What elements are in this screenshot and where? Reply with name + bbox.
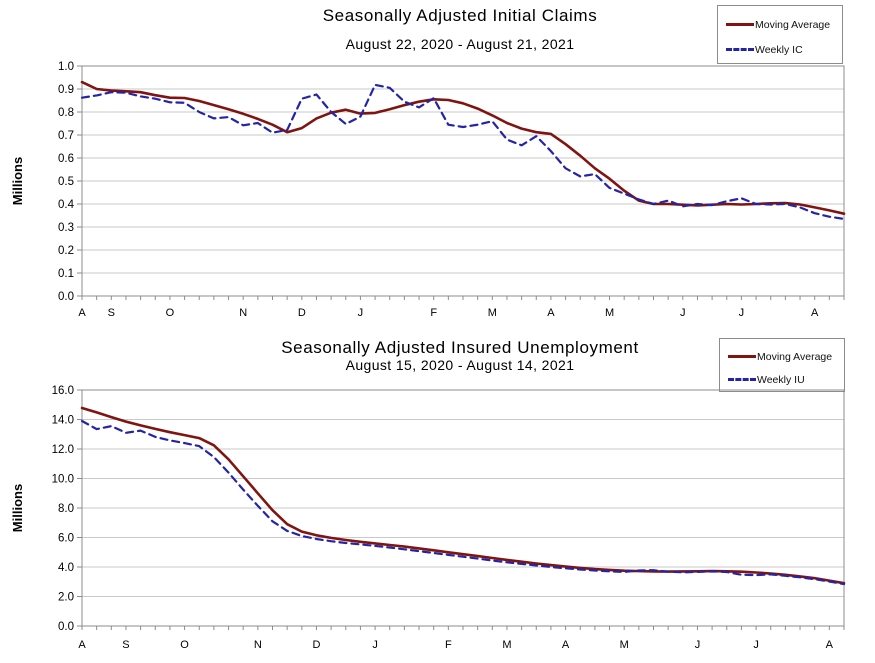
moving-average-line xyxy=(80,80,846,215)
x-axis-label: J xyxy=(695,639,701,651)
x-axis-label: O xyxy=(180,639,189,651)
y-axis-label: 0.4 xyxy=(58,199,75,211)
moving-average-line-icon xyxy=(728,355,756,358)
legend-label: Weekly IC xyxy=(755,43,803,56)
initial-claims-legend: Moving Average Weekly IC xyxy=(717,5,843,64)
x-axis-label: A xyxy=(78,307,86,319)
legend-item-moving-average: Moving Average xyxy=(728,345,844,368)
x-axis-label: M xyxy=(488,307,497,319)
x-axis-label: J xyxy=(372,639,378,651)
insured-unemployment-plot: 0.0 2.0 4.0 6.0 8.0 10.0 12.0 14.0 16.0 A S O N D J F M A… xyxy=(10,385,846,651)
y-axis-label: 0.5 xyxy=(58,176,74,188)
y-axis-label: 0.3 xyxy=(58,222,74,234)
x-axis-label: S xyxy=(122,639,129,651)
x-axis-label: F xyxy=(430,307,437,319)
y-axis-title: Millions xyxy=(10,157,25,205)
legend-item-weekly-iu: Weekly IU xyxy=(728,368,844,391)
y-axis-label: 0.7 xyxy=(58,130,74,142)
x-axis-label: M xyxy=(620,639,629,651)
y-axis-label: 0.9 xyxy=(58,84,74,96)
insured-unemployment-title: Seasonally Adjusted Insured Unemployment xyxy=(281,338,639,357)
x-axis-label: D xyxy=(312,639,320,651)
y-axis-label: 14.0 xyxy=(52,415,74,427)
weekly-ic-line xyxy=(80,83,846,220)
y-axis-label: 8.0 xyxy=(58,503,74,515)
y-axis-label: 0.6 xyxy=(58,153,74,165)
legend-item-moving-average: Moving Average xyxy=(726,12,842,37)
y-axis-label: 16.0 xyxy=(52,385,74,397)
insured-unemployment-subtitle: August 15, 2020 - August 14, 2021 xyxy=(345,357,575,373)
initial-claims-plot: 0.0 0.1 0.2 0.3 0.4 0.5 0.6 0.7 0.8 0.9 1.0 A S O N D J F… xyxy=(10,61,846,319)
y-axis-label: 6.0 xyxy=(58,533,74,545)
y-axis-label: 0.0 xyxy=(58,621,74,633)
y-axis-label: 10.0 xyxy=(52,474,74,486)
weekly-iu-line xyxy=(80,419,846,586)
initial-claims-title: Seasonally Adjusted Initial Claims xyxy=(322,6,598,25)
x-axis-label: N xyxy=(239,307,247,319)
x-axis-label: A xyxy=(78,639,86,651)
x-axis-label: A xyxy=(811,307,819,319)
y-axis-label: 0.8 xyxy=(58,107,74,119)
y-axis-label: 0.1 xyxy=(58,268,74,280)
y-axis-label: 12.0 xyxy=(52,444,74,456)
legend-label: Weekly IU xyxy=(757,373,805,386)
x-axis-label: J xyxy=(358,307,364,319)
x-axis-label: J xyxy=(680,307,686,319)
moving-average-line-icon xyxy=(726,23,754,26)
x-axis-label: D xyxy=(298,307,306,319)
y-axis-title: Millions xyxy=(10,484,25,532)
legend-label: Moving Average xyxy=(757,350,833,363)
x-axis-label: N xyxy=(254,639,262,651)
y-axis-label: 0.0 xyxy=(58,291,74,303)
x-axis-label: F xyxy=(445,639,452,651)
initial-claims-subtitle: August 22, 2020 - August 21, 2021 xyxy=(345,36,575,52)
x-axis-label: A xyxy=(562,639,570,651)
legend-item-weekly-ic: Weekly IC xyxy=(726,37,842,62)
x-axis-label: A xyxy=(547,307,555,319)
weekly-iu-line-icon xyxy=(728,378,756,381)
weekly-ic-line-icon xyxy=(726,48,754,51)
x-axis-label: S xyxy=(108,307,115,319)
x-axis-label: J xyxy=(739,307,745,319)
x-axis-label: M xyxy=(502,639,511,651)
y-axis-label: 1.0 xyxy=(58,61,74,73)
x-axis-label: A xyxy=(826,639,834,651)
x-axis-label: M xyxy=(605,307,614,319)
x-axis-label: J xyxy=(753,639,759,651)
y-axis-label: 4.0 xyxy=(58,562,74,574)
insured-unemployment-legend: Moving Average Weekly IU xyxy=(719,338,845,392)
x-axis-label: O xyxy=(166,307,175,319)
y-axis-label: 2.0 xyxy=(58,592,74,604)
legend-label: Moving Average xyxy=(755,18,831,31)
y-axis-label: 0.2 xyxy=(58,245,74,257)
